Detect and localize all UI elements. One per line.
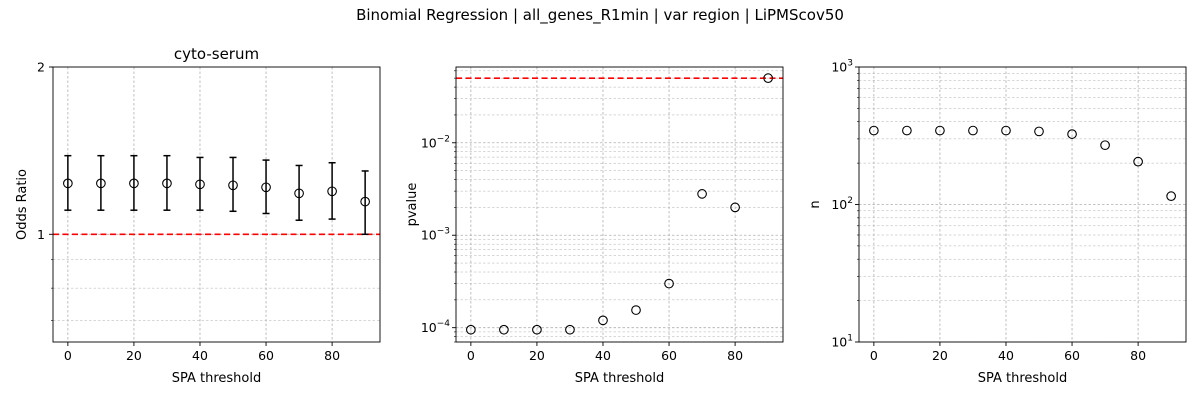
x-tick-label: 20 (529, 348, 545, 363)
error-bar (97, 154, 105, 211)
y-tick-label: 101 (831, 334, 853, 350)
x-tick-label: 40 (595, 348, 611, 363)
grid (859, 67, 1186, 342)
data-point (1133, 156, 1143, 167)
error-bar (328, 162, 336, 220)
y-tick-label: 103 (831, 59, 853, 75)
data-point (499, 324, 509, 335)
x-tick-label: 80 (727, 348, 743, 363)
data-point (565, 324, 575, 335)
x-tick-label: 60 (661, 348, 677, 363)
data-point (162, 178, 172, 189)
subplot-title: cyto-serum (174, 45, 259, 63)
y-tick-label: 10−4 (421, 319, 450, 335)
y-tick-label: 1 (37, 227, 45, 242)
data-point (96, 178, 106, 189)
data-point (1166, 191, 1176, 202)
subplot-3: 0 20 40 60 80 101 102 103 SPA threshold n (808, 59, 1187, 386)
error-bar (196, 156, 204, 211)
data-point (63, 178, 73, 189)
data-point (129, 178, 139, 189)
x-tick-label: 20 (126, 348, 142, 363)
y-tick-label: 102 (831, 196, 853, 212)
data-point (598, 315, 608, 326)
data-point (532, 324, 542, 335)
data-point (869, 125, 879, 136)
y-tick-label: 10−2 (421, 134, 450, 150)
grid (456, 67, 783, 342)
data-point (730, 202, 740, 213)
x-tick-label: 80 (1130, 348, 1146, 363)
data-point (261, 182, 271, 193)
y-axis-label: pvalue (405, 183, 420, 227)
axes-frame (52, 66, 381, 343)
x-tick-label: 60 (1064, 348, 1080, 363)
data-point (664, 278, 674, 289)
axes-frame (455, 66, 784, 343)
subplot-1: 0 20 40 60 80 1 2 SPA threshold Odds Ratio cyto-s… (15, 45, 381, 386)
y-axis-label: n (808, 200, 823, 208)
data-point (631, 305, 641, 315)
error-bar (262, 159, 270, 215)
y-axis-label: Odds Ratio (15, 169, 30, 240)
data-point (294, 188, 304, 199)
error-bar (130, 154, 138, 211)
x-tick-label: 0 (64, 348, 72, 363)
data-point (902, 125, 912, 136)
error-bar (163, 154, 171, 211)
x-axis-label: SPA threshold (172, 371, 262, 386)
error-bar (229, 156, 237, 213)
figure-title: Binomial Regression | all_genes_R1min | … (356, 6, 844, 25)
subplot-2: 0 20 40 60 80 10−4 10−3 10−2 SPA threshold pvalue (405, 66, 784, 386)
data-point (195, 179, 205, 190)
x-tick-label: 40 (998, 348, 1014, 363)
x-tick-label: 80 (324, 348, 340, 363)
data-point (935, 125, 945, 136)
data-point (1067, 129, 1077, 139)
data-point (697, 189, 707, 199)
x-tick-label: 40 (192, 348, 208, 363)
x-tick-label: 60 (258, 348, 274, 363)
subplots: 0 20 40 60 80 1 2 SPA threshold Odds Ratio cyto-s… (15, 45, 1187, 386)
x-axis-label: SPA threshold (978, 371, 1068, 386)
data-point (763, 73, 773, 83)
data-point (1001, 125, 1011, 136)
error-bar (295, 164, 303, 221)
error-bar (361, 170, 369, 236)
data-point (466, 324, 476, 335)
data-point (360, 196, 370, 207)
grid (53, 67, 380, 342)
data-point (228, 180, 238, 191)
data-point (1034, 126, 1044, 137)
y-tick-label: 10−3 (421, 227, 450, 243)
x-axis-label: SPA threshold (575, 371, 665, 386)
x-tick-label: 0 (870, 348, 878, 363)
x-tick-label: 0 (467, 348, 475, 363)
data-point (1100, 140, 1110, 151)
data-point (968, 125, 978, 136)
error-bar (64, 154, 72, 211)
y-tick-label: 2 (37, 60, 45, 75)
data-point (327, 186, 337, 197)
x-tick-label: 20 (932, 348, 948, 363)
